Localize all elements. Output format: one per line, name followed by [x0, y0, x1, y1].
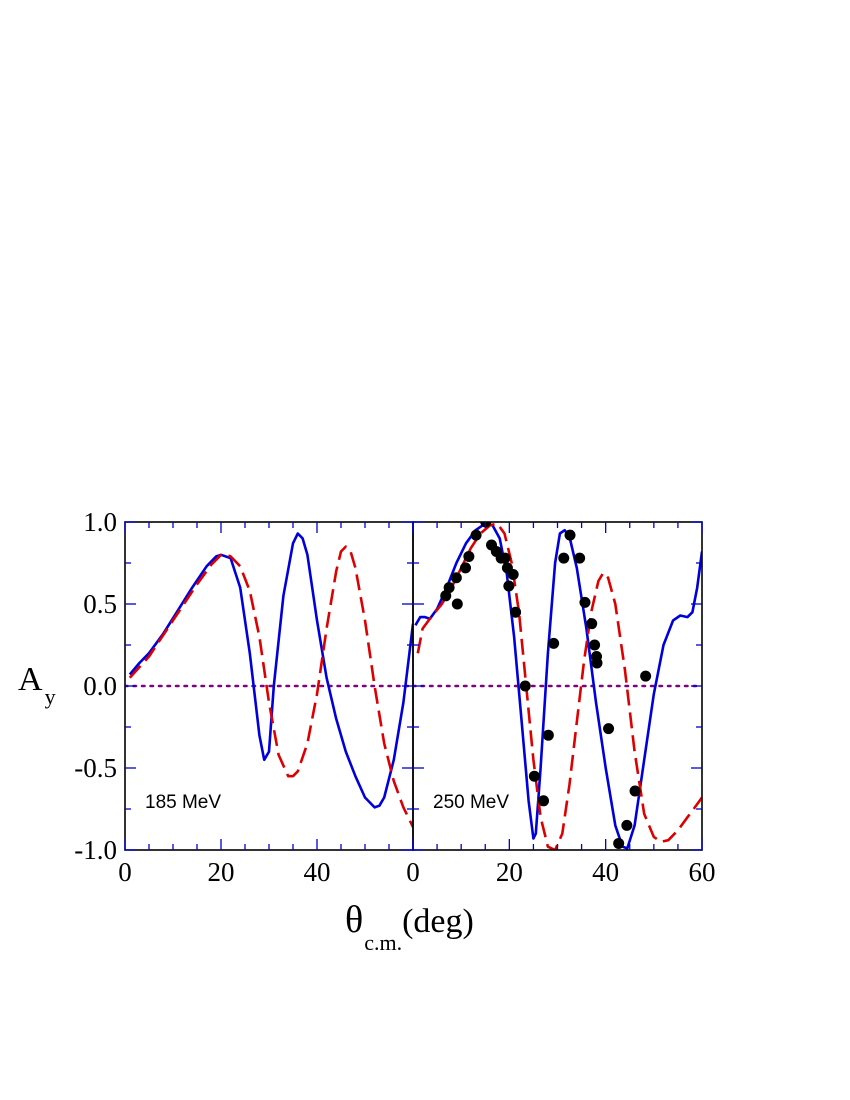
data-point	[499, 552, 511, 564]
y-tick-label: 0.0	[83, 671, 117, 701]
data-point	[558, 552, 570, 564]
data-point	[470, 529, 482, 541]
energy-label: 185 MeV	[145, 792, 221, 813]
x-tick-label: 20	[208, 857, 235, 887]
data-point	[443, 582, 455, 594]
data-point	[528, 770, 540, 782]
data-point	[538, 795, 550, 807]
data-point	[629, 785, 641, 797]
data-point	[507, 568, 519, 580]
dashed-curve	[128, 545, 413, 828]
panel-250mev	[413, 522, 702, 850]
data-point	[503, 580, 515, 592]
data-point	[579, 596, 591, 608]
data-point	[574, 552, 586, 564]
data-point	[460, 562, 472, 574]
data-point	[586, 618, 598, 630]
data-point	[542, 729, 554, 741]
data-point	[613, 837, 625, 849]
data-point	[451, 598, 463, 610]
data-point	[591, 657, 603, 669]
y-tick-label: -1.0	[74, 835, 117, 865]
solid-curve	[128, 532, 413, 809]
x-tick-label: 60	[689, 857, 716, 887]
solid-curve	[414, 522, 702, 850]
data-point	[589, 639, 601, 651]
data-point	[640, 670, 652, 682]
data-point	[548, 637, 560, 649]
x-tick-label: 40	[304, 857, 331, 887]
y-tick-label: 1.0	[83, 507, 117, 537]
x-tick-label: 0	[406, 857, 420, 887]
panel-185mev	[125, 532, 413, 828]
data-point	[564, 529, 576, 541]
y-axis-title: Ay	[18, 661, 56, 709]
data-point	[463, 550, 475, 562]
data-point	[603, 723, 615, 735]
x-axis-title: θc.m.(deg)	[345, 899, 474, 955]
data-point	[621, 819, 633, 831]
y-tick-label: 0.5	[83, 589, 117, 619]
energy-label: 250 MeV	[433, 792, 509, 813]
dashed-curve	[416, 522, 702, 850]
data-point	[510, 606, 522, 618]
x-tick-label: 20	[496, 857, 523, 887]
data-point	[450, 572, 462, 584]
data-point	[519, 680, 531, 692]
x-tick-label: 40	[592, 857, 619, 887]
y-tick-label: -0.5	[74, 753, 117, 783]
x-tick-label: 0	[118, 857, 132, 887]
